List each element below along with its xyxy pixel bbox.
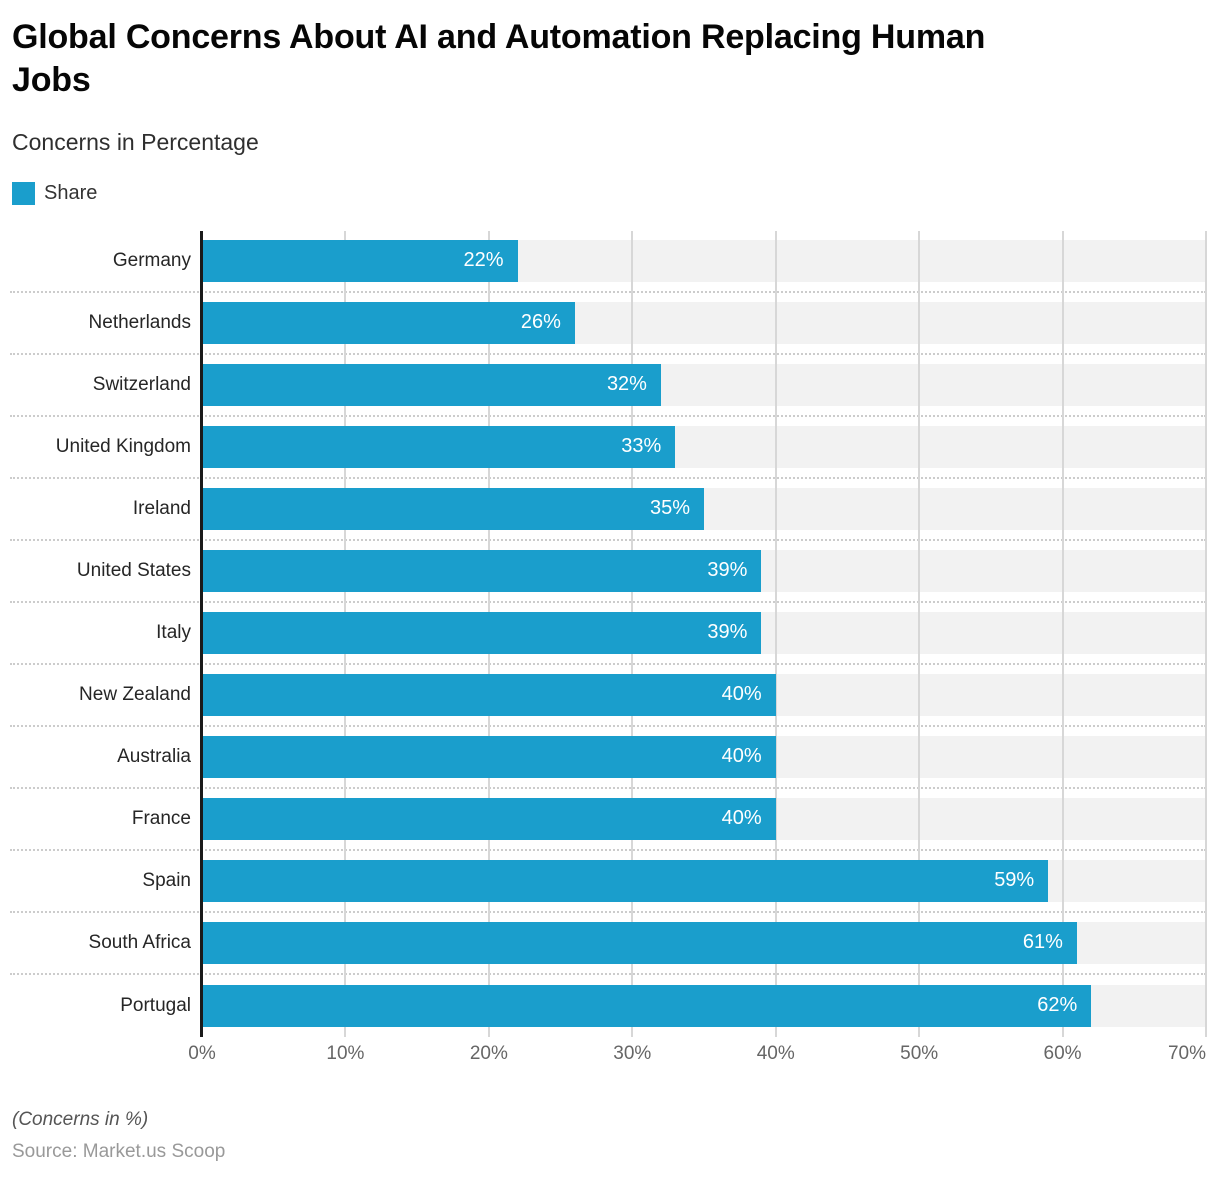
bar-track: 26% — [202, 301, 1206, 344]
chart-footer: (Concerns in %) Source: Market.us Scoop — [12, 1109, 1208, 1163]
bar-value-label: 40% — [721, 807, 762, 830]
bar-value-label: 40% — [721, 745, 762, 768]
x-tick-label: 70% — [1167, 1042, 1206, 1064]
x-tick-label: 0% — [188, 1042, 216, 1064]
bar: 40% — [202, 673, 776, 716]
bar-value-label: 33% — [621, 435, 662, 458]
bar-track: 35% — [202, 487, 1206, 530]
chart-rows: Germany 22% Netherlands 26% Switzerland … — [10, 231, 1206, 1037]
category-label: United Kingdom — [55, 435, 191, 457]
x-axis: 0% 10% 20% 30% 40% 50% 60% 70% — [188, 1042, 1206, 1071]
x-tick-label: 30% — [613, 1042, 652, 1064]
legend-swatch-icon — [12, 181, 35, 205]
title-line-1: Global Concerns About AI and Automation … — [12, 18, 986, 56]
bar-track: 62% — [202, 984, 1206, 1027]
category-label: Switzerland — [92, 373, 191, 395]
x-tick-label: 50% — [900, 1042, 939, 1064]
bar: 35% — [202, 487, 704, 530]
chart-row: Netherlands 26% — [10, 293, 1206, 355]
bar: 22% — [202, 239, 518, 282]
x-tick-label: 20% — [469, 1042, 508, 1064]
y-axis-line — [200, 230, 203, 1037]
chart-header: Global Concerns About AI and Automation … — [0, 0, 1220, 156]
units-note: (Concerns in %) — [12, 1108, 149, 1130]
category-label: Italy — [156, 621, 191, 643]
category-label: United States — [76, 559, 191, 581]
bar: 33% — [202, 425, 676, 468]
bar-track: 33% — [202, 425, 1206, 468]
bar-track: 40% — [202, 735, 1206, 778]
bar-track: 61% — [202, 921, 1206, 964]
bar-value-label: 59% — [994, 869, 1035, 892]
category-label: Spain — [142, 869, 191, 891]
bar: 39% — [202, 549, 762, 592]
chart-row: Portugal 62% — [10, 975, 1206, 1037]
title-line-2: Jobs — [12, 60, 91, 99]
category-label: France — [131, 807, 191, 829]
bar-track: 40% — [202, 797, 1206, 840]
bar: 61% — [202, 921, 1077, 964]
bar-track: 59% — [202, 859, 1206, 902]
bar: 39% — [202, 611, 762, 654]
bar-value-label: 35% — [649, 497, 690, 520]
chart-row: Italy 39% — [10, 603, 1206, 665]
chart-row: Ireland 35% — [10, 479, 1206, 541]
x-tick-label: 40% — [756, 1042, 795, 1064]
bar-track: 39% — [202, 549, 1206, 592]
category-label: Portugal — [120, 994, 191, 1016]
chart-plot-area: Germany 22% Netherlands 26% Switzerland … — [10, 230, 1207, 1037]
bar: 40% — [202, 797, 776, 840]
bar-value-label: 61% — [1022, 931, 1063, 954]
legend-label: Share — [44, 181, 98, 204]
chart-row: United Kingdom 33% — [10, 417, 1206, 479]
chart-row: Germany 22% — [10, 231, 1206, 293]
bar-value-label: 26% — [520, 311, 561, 334]
chart-row: Switzerland 32% — [10, 355, 1206, 417]
bar-value-label: 62% — [1037, 994, 1078, 1017]
legend: Share — [12, 181, 1220, 205]
category-label: Netherlands — [88, 311, 191, 333]
bar-track: 22% — [202, 239, 1206, 282]
bar-value-label: 39% — [707, 559, 748, 582]
chart-row: New Zealand 40% — [10, 665, 1206, 727]
chart-subtitle: Concerns in Percentage — [12, 128, 259, 155]
x-tick-label: 10% — [326, 1042, 365, 1064]
bar-track: 40% — [202, 673, 1206, 716]
bar: 59% — [202, 859, 1049, 902]
category-label: South Africa — [88, 931, 191, 953]
x-tick-label: 60% — [1043, 1042, 1082, 1064]
bar-value-label: 39% — [707, 621, 748, 644]
bar-value-label: 32% — [606, 373, 647, 396]
source-credit: Source: Market.us Scoop — [12, 1140, 226, 1162]
bar: 62% — [202, 984, 1092, 1027]
category-label: Ireland — [132, 497, 191, 519]
bar: 40% — [202, 735, 776, 778]
chart-row: France 40% — [10, 789, 1206, 851]
chart-row: Spain 59% — [10, 851, 1206, 913]
category-label: Germany — [112, 249, 191, 271]
bar-track: 32% — [202, 363, 1206, 406]
category-label: Australia — [117, 745, 191, 767]
chart-row: South Africa 61% — [10, 913, 1206, 975]
bar-value-label: 40% — [721, 683, 762, 706]
page-title: Global Concerns About AI and Automation … — [12, 16, 1208, 102]
bar: 32% — [202, 363, 661, 406]
chart-row: United States 39% — [10, 541, 1206, 603]
bar-track: 39% — [202, 611, 1206, 654]
category-label: New Zealand — [79, 683, 191, 705]
bar-value-label: 22% — [463, 249, 504, 272]
bar: 26% — [202, 301, 575, 344]
chart-row: Australia 40% — [10, 727, 1206, 789]
